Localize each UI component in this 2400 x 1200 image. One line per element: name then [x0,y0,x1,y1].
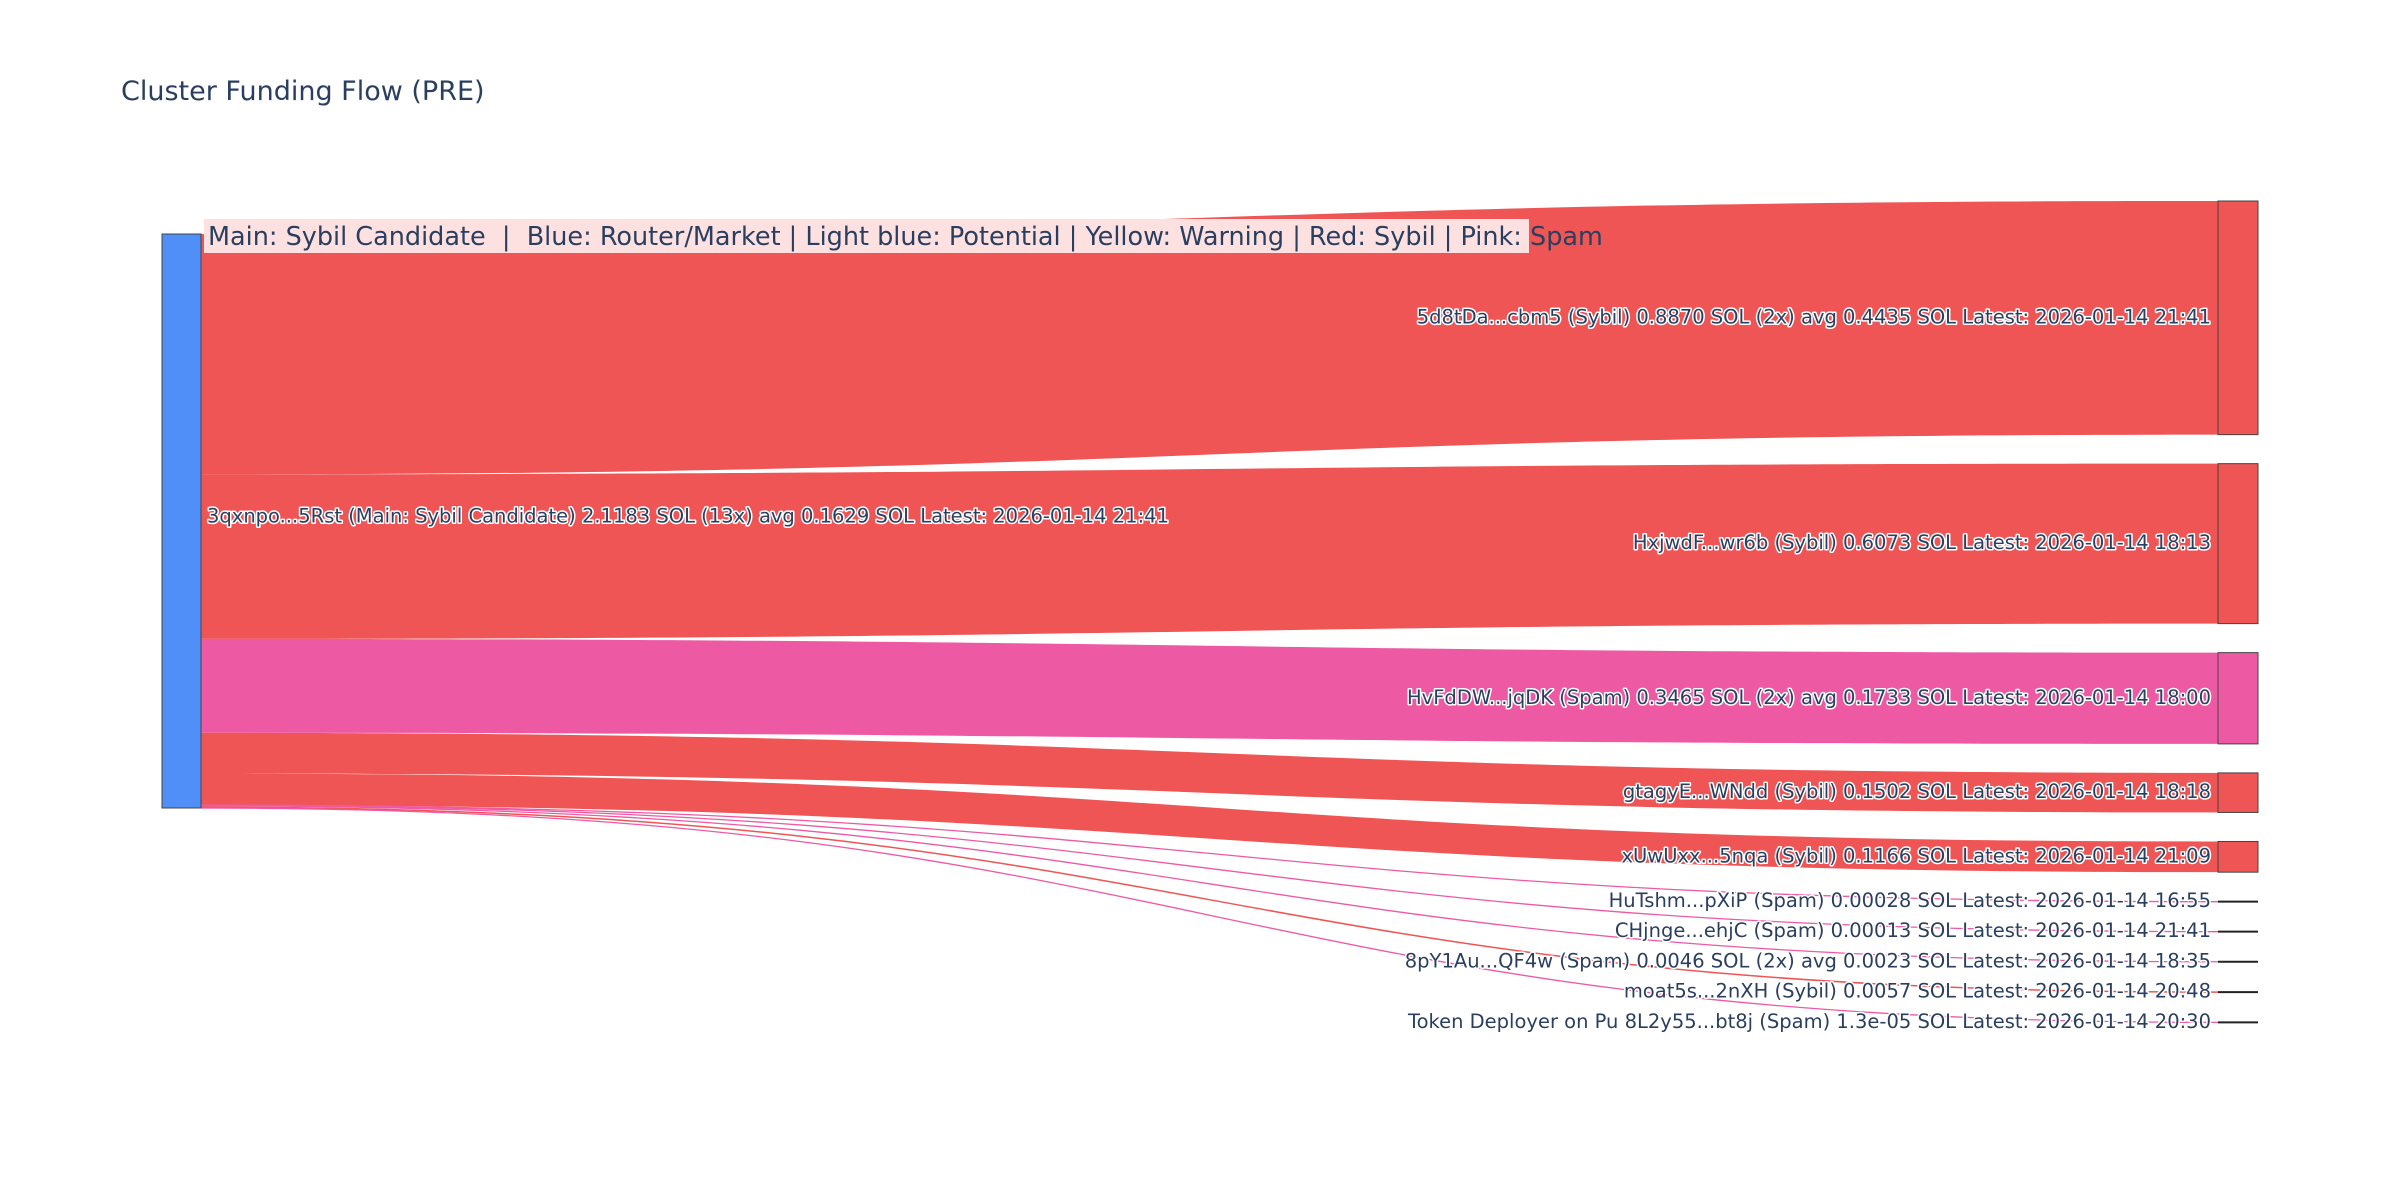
node-target-4 [2217,840,2259,873]
node-source [161,233,202,809]
link-8 [200,806,2219,993]
link-4 [201,773,2218,873]
node-label-target-4: xUwUxx...5nqa (Sybil) 0.1166 SOL Latest:… [1621,844,2211,867]
link-3 [201,732,2218,813]
link-6 [200,804,2219,933]
link-5 [200,804,2219,903]
node-label-target-6: CHjnge...ehjC (Spam) 0.00013 SOL Latest:… [1615,919,2211,942]
node-label-target-2: HvFdDW...jqDK (Spam) 0.3465 SOL (2x) avg… [1407,686,2211,709]
legend-background [204,219,1529,253]
legend-text: Main: Sybil Candidate | Blue: Router/Mar… [208,222,1603,252]
link-0 [201,201,2218,475]
node-label-target-8: moat5s...2nXH (Sybil) 0.0057 SOL Latest:… [1624,980,2211,1003]
node-label-target-0: 5d8tDa...cbm5 (Sybil) 0.8870 SOL (2x) av… [1417,305,2211,328]
link-7 [200,805,2219,963]
link-9 [200,807,2219,1024]
node-target-3 [2217,772,2259,813]
chart-title: Cluster Funding Flow (PRE) [121,76,485,107]
legend-annotation: Main: Sybil Candidate | Blue: Router/Mar… [204,219,1603,253]
sankey-labels: 3qxnpo...5Rst (Main: Sybil Candidate) 2.… [206,304,2213,1035]
node-label-target-5: HuTshm...pXiP (Spam) 0.00028 SOL Latest:… [1609,889,2211,912]
node-target-0 [2217,200,2259,436]
node-label-source: 3qxnpo...5Rst (Main: Sybil Candidate) 2.… [207,505,1169,528]
link-1 [201,463,2218,639]
link-2 [201,638,2218,744]
node-label-target-7: 8pY1Au...QF4w (Spam) 0.0046 SOL (2x) avg… [1405,949,2211,972]
sankey-nodes [161,200,2259,1024]
node-label-target-3: gtagyE...WNdd (Sybil) 0.1502 SOL Latest:… [1623,780,2211,803]
node-target-2 [2217,652,2259,745]
node-label-target-9: Token Deployer on Pu 8L2y55...bt8j (Spam… [1407,1010,2211,1033]
sankey-links [200,201,2219,1024]
node-label-target-1: HxjwdF...wr6b (Sybil) 0.6073 SOL Latest:… [1633,531,2211,554]
node-target-1 [2217,463,2259,625]
